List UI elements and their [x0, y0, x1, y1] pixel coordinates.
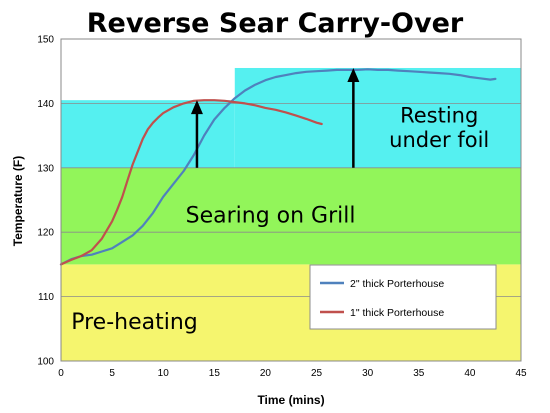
y-tick-label: 120 [37, 228, 54, 239]
region-band [61, 100, 235, 168]
region-label: Pre-heating [71, 310, 198, 335]
y-axis-ticks: 100 110 120 130 140 150 [37, 35, 54, 368]
x-tick-label: 10 [158, 368, 170, 379]
x-tick-label: 30 [362, 368, 374, 379]
x-tick-label: 0 [58, 368, 64, 379]
region-label: Resting under foil [389, 104, 489, 152]
series-line-2 [59, 99, 323, 266]
y-tick-label: 110 [38, 292, 54, 303]
plot-border [60, 38, 522, 362]
x-tick-label: 25 [311, 368, 323, 379]
series-lines [59, 68, 497, 266]
legend-entry: 2" thick Porterhouse [350, 278, 444, 290]
legend: 2" thick Porterhouse 1" thick Porterhouse [309, 264, 497, 330]
series-line-1 [59, 68, 497, 266]
y-tick-label: 140 [37, 99, 54, 110]
y-tick-label: 100 [37, 357, 54, 368]
arrows [190, 67, 360, 168]
x-tick-label: 15 [209, 368, 221, 379]
x-tick-label: 5 [109, 368, 115, 379]
arrow-head [347, 67, 360, 82]
chart-title: Reverse Sear Carry-Over [87, 8, 464, 39]
region-band [61, 167, 521, 265]
region-band [234, 67, 521, 168]
x-tick-label: 20 [260, 368, 272, 379]
arrow-head [190, 100, 203, 115]
region-label: Searing on Grill [186, 204, 356, 229]
x-axis-ticks: 0 5 10 15 20 25 30 35 40 45 [58, 368, 527, 379]
legend-entry: 1" thick Porterhouse [350, 307, 444, 319]
x-tick-label: 35 [413, 368, 425, 379]
x-tick-label: 40 [464, 368, 476, 379]
region-labels: Pre-heating Searing on Grill Resting under … [71, 104, 489, 335]
x-axis-label: Time (mins) [257, 393, 324, 407]
y-tick-label: 150 [37, 35, 54, 46]
y-tick-label: 130 [37, 163, 54, 174]
legend-box [309, 264, 497, 330]
x-tick-label: 45 [515, 368, 527, 379]
y-axis-label: Temperature (F) [11, 156, 25, 246]
